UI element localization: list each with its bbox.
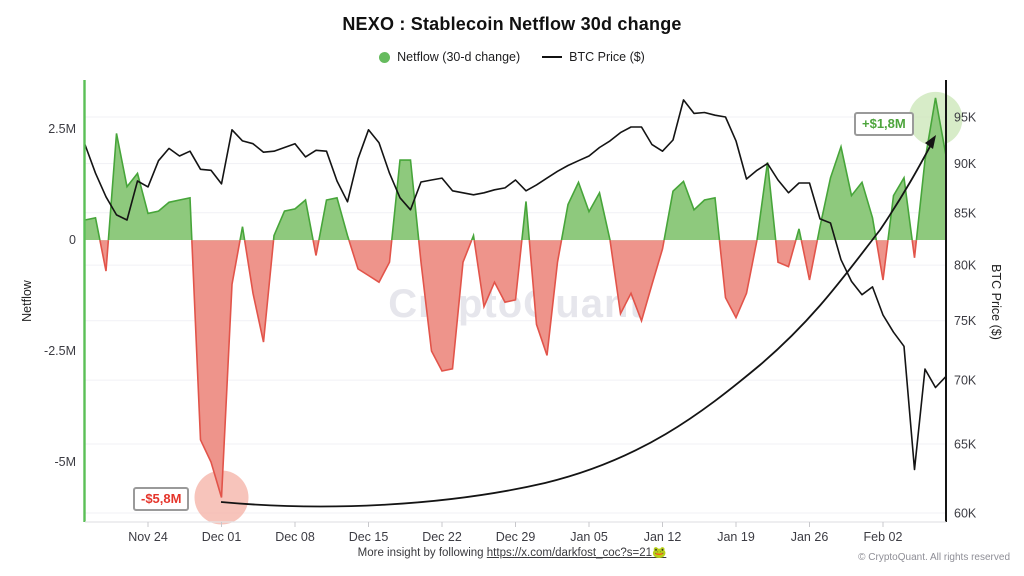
- insight-link[interactable]: https://x.com/darkfost_coc?s=21🐸: [486, 547, 667, 559]
- x-tick-label: Feb 02: [864, 530, 903, 544]
- legend-item-netflow: Netflow (30-d change): [379, 50, 520, 64]
- netflow-dot-icon: [379, 51, 391, 63]
- left-tick-label: 2.5M: [48, 122, 76, 136]
- page-title: NEXO : Stablecoin Netflow 30d change: [342, 14, 682, 34]
- frog-emoji-icon: 🐸: [652, 547, 667, 559]
- x-tick-label: Dec 22: [422, 530, 462, 544]
- left-axis-title: Netflow: [20, 279, 34, 322]
- annotation-high-label: +$1,8M: [854, 112, 914, 136]
- recovery-arrow: [220, 140, 934, 508]
- btc-price-line: [84, 99, 947, 471]
- btc-line-icon: [542, 56, 563, 58]
- right-tick-label: 80K: [954, 259, 977, 273]
- x-tick-label: Jan 19: [717, 530, 755, 544]
- annotation-low-label: -$5,8M: [133, 487, 190, 511]
- footer-insight: More insight by following https://x.com/…: [0, 545, 1024, 559]
- x-tick-label: Dec 29: [496, 530, 536, 544]
- x-tick-label: Jan 26: [791, 530, 829, 544]
- right-tick-label: 75K: [954, 314, 977, 328]
- right-tick-label: 65K: [954, 438, 977, 452]
- x-tick-label: Dec 08: [275, 530, 315, 544]
- copyright-notice: © CryptoQuant. All rights reserved: [858, 552, 1010, 563]
- left-tick-label: -5M: [54, 455, 76, 469]
- x-tick-label: Dec 01: [202, 530, 242, 544]
- legend-btc-label: BTC Price ($): [569, 50, 645, 64]
- right-tick-label: 90K: [954, 157, 977, 171]
- right-axis-title: BTC Price ($): [989, 264, 1003, 340]
- left-tick-label: -2.5M: [44, 344, 76, 358]
- x-tick-label: Dec 15: [349, 530, 389, 544]
- legend: Netflow (30-d change) BTC Price ($): [0, 50, 1024, 64]
- x-tick-label: Jan 12: [644, 530, 682, 544]
- legend-item-btc: BTC Price ($): [542, 50, 645, 64]
- arrowhead-icon: [925, 135, 936, 149]
- x-tick-label: Jan 05: [570, 530, 608, 544]
- netflow-line-negative: [99, 240, 918, 498]
- right-tick-label: 85K: [954, 206, 977, 220]
- insight-prefix: More insight by following: [357, 547, 487, 559]
- legend-netflow-label: Netflow (30-d change): [397, 50, 521, 64]
- x-tick-label: Nov 24: [128, 530, 168, 544]
- left-tick-label: 0: [69, 233, 76, 247]
- right-tick-label: 70K: [954, 374, 977, 388]
- netflow-area-negative: [99, 240, 917, 498]
- right-tick-label: 60K: [954, 507, 977, 521]
- right-tick-label: 95K: [954, 111, 977, 125]
